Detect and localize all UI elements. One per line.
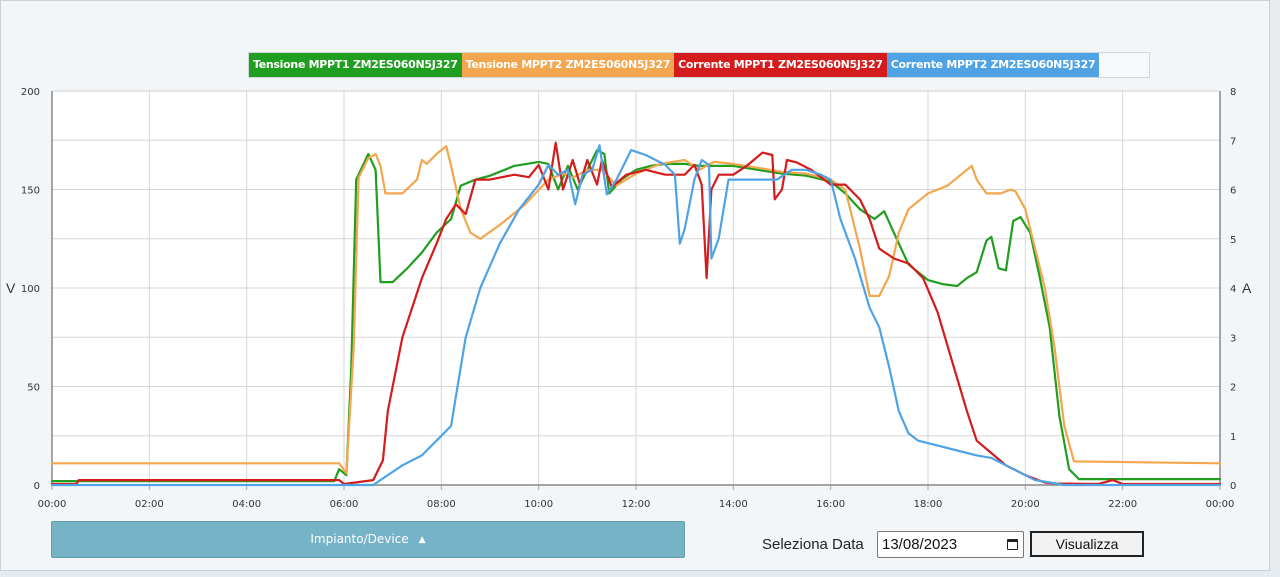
device-selector-button[interactable]: Impianto/Device ▲ [51, 521, 685, 558]
y-left-tick-label: 100 [21, 284, 40, 295]
series-line-3 [50, 141, 1222, 486]
date-label: Seleziona Data [762, 536, 864, 553]
x-tick-label: 10:00 [524, 499, 553, 510]
series-line-4 [50, 144, 1222, 487]
y-right-tick-label: 7 [1230, 136, 1236, 147]
date-value: 13/08/2023 [882, 536, 958, 553]
x-tick-label: 00:00 [1206, 499, 1235, 510]
series-line-1 [50, 149, 1222, 483]
x-tick-label: 00:00 [38, 499, 67, 510]
y-left-axis-title: V [6, 280, 16, 296]
series-line-2 [50, 145, 1222, 475]
view-button[interactable]: Visualizza [1030, 531, 1144, 557]
x-tick-label: 14:00 [719, 499, 748, 510]
x-tick-label: 20:00 [1011, 499, 1040, 510]
y-right-tick-label: 1 [1230, 432, 1236, 443]
legend-item-2[interactable]: Tensione MPPT2 ZM2ES060N5J327 [461, 53, 675, 77]
x-tick-label: 18:00 [914, 499, 943, 510]
calendar-icon[interactable] [1007, 539, 1018, 550]
x-tick-label: 12:00 [622, 499, 651, 510]
date-input[interactable]: 13/08/2023 [877, 531, 1024, 558]
y-right-tick-label: 6 [1230, 186, 1236, 197]
x-tick-label: 08:00 [427, 499, 456, 510]
y-left-tick-label: 0 [34, 481, 40, 492]
caret-up-icon: ▲ [418, 535, 426, 545]
legend-item-3[interactable]: Corrente MPPT1 ZM2ES060N5J327 [674, 53, 887, 77]
y-left-tick-label: 200 [21, 87, 40, 98]
legend-item-4[interactable]: Corrente MPPT2 ZM2ES060N5J327 [886, 53, 1100, 77]
y-right-tick-label: 2 [1230, 383, 1236, 394]
y-left-tick-label: 50 [27, 383, 40, 394]
x-tick-label: 22:00 [1108, 499, 1137, 510]
x-tick-label: 02:00 [135, 499, 164, 510]
legend-empty-slot [1099, 53, 1150, 77]
x-tick-label: 04:00 [232, 499, 261, 510]
y-right-tick-label: 8 [1230, 87, 1236, 98]
chart-legend: Tensione MPPT1 ZM2ES060N5J327 Tensione MP… [248, 52, 1151, 78]
y-right-tick-label: 3 [1230, 333, 1236, 344]
y-right-tick-label: 0 [1230, 481, 1236, 492]
x-tick-label: 06:00 [330, 499, 359, 510]
x-tick-label: 16:00 [816, 499, 845, 510]
device-button-label: Impianto/Device [310, 532, 409, 546]
y-right-axis-title: A [1242, 280, 1252, 296]
legend-item-1[interactable]: Tensione MPPT1 ZM2ES060N5J327 [249, 53, 462, 77]
y-left-tick-label: 150 [21, 186, 40, 197]
y-right-tick-label: 5 [1230, 235, 1236, 246]
y-right-tick-label: 4 [1230, 284, 1236, 295]
